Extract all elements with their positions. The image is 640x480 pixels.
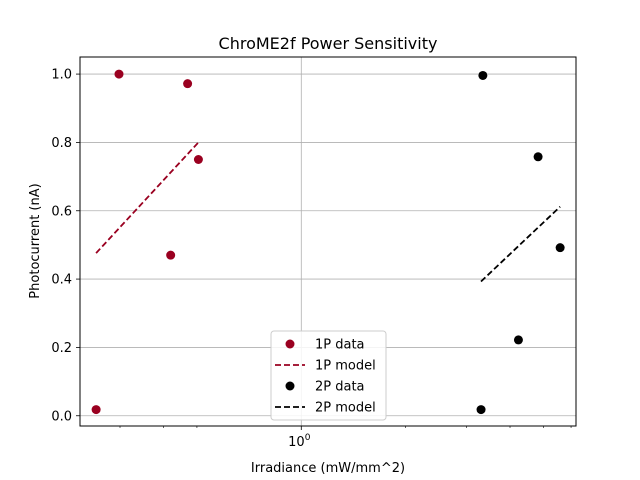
y-axis-label: Photocurrent (nA) <box>28 183 43 298</box>
x-axis-label: Irradiance (mW/mm^2) <box>251 461 405 476</box>
y-tick-label: 0.2 <box>51 341 72 356</box>
data-point <box>513 335 523 345</box>
model-line <box>480 206 561 283</box>
legend-marker <box>285 339 295 349</box>
data-point <box>555 243 565 253</box>
x-tick-label: 100 <box>288 433 311 450</box>
legend-label: 2P data <box>315 380 365 395</box>
series-1p-data <box>91 69 203 415</box>
series-2p-model <box>480 206 561 283</box>
data-point <box>166 250 176 260</box>
data-point <box>183 79 193 89</box>
y-tick-label: 0.8 <box>51 136 72 151</box>
model-line <box>95 141 200 254</box>
series-1p-model <box>95 141 200 254</box>
y-tick-label: 0.0 <box>51 409 72 424</box>
data-point <box>91 405 101 415</box>
x-axis: 100 <box>119 426 572 450</box>
data-point <box>193 155 203 164</box>
data-point <box>533 152 543 162</box>
chart-title: ChroME2f Power Sensitivity <box>219 34 438 53</box>
data-point <box>476 405 486 415</box>
legend-marker <box>285 381 295 391</box>
legend-box <box>270 330 387 421</box>
y-tick-label: 0.4 <box>51 273 72 288</box>
data-point <box>114 69 124 79</box>
series-2p-data <box>476 70 565 415</box>
plot-area <box>91 69 565 415</box>
legend-item-2p-model: 2P model <box>275 401 376 416</box>
y-axis: 0.0 0.2 0.4 0.6 0.8 1.0 <box>51 68 80 424</box>
y-tick-label: 1.0 <box>51 68 72 83</box>
legend-label: 1P model <box>315 359 376 374</box>
legend-label: 2P model <box>315 401 376 416</box>
legend-label: 1P data <box>315 338 365 353</box>
legend-item-1p-model: 1P model <box>275 359 376 374</box>
y-tick-label: 0.6 <box>51 204 72 219</box>
legend-item-2p-data: 2P data <box>285 380 365 395</box>
legend-item-1p-data: 1P data <box>285 338 365 353</box>
plot-frame <box>79 56 577 427</box>
legend: 1P data 1P model 2P data 2P model <box>270 330 387 421</box>
data-point <box>478 70 488 80</box>
